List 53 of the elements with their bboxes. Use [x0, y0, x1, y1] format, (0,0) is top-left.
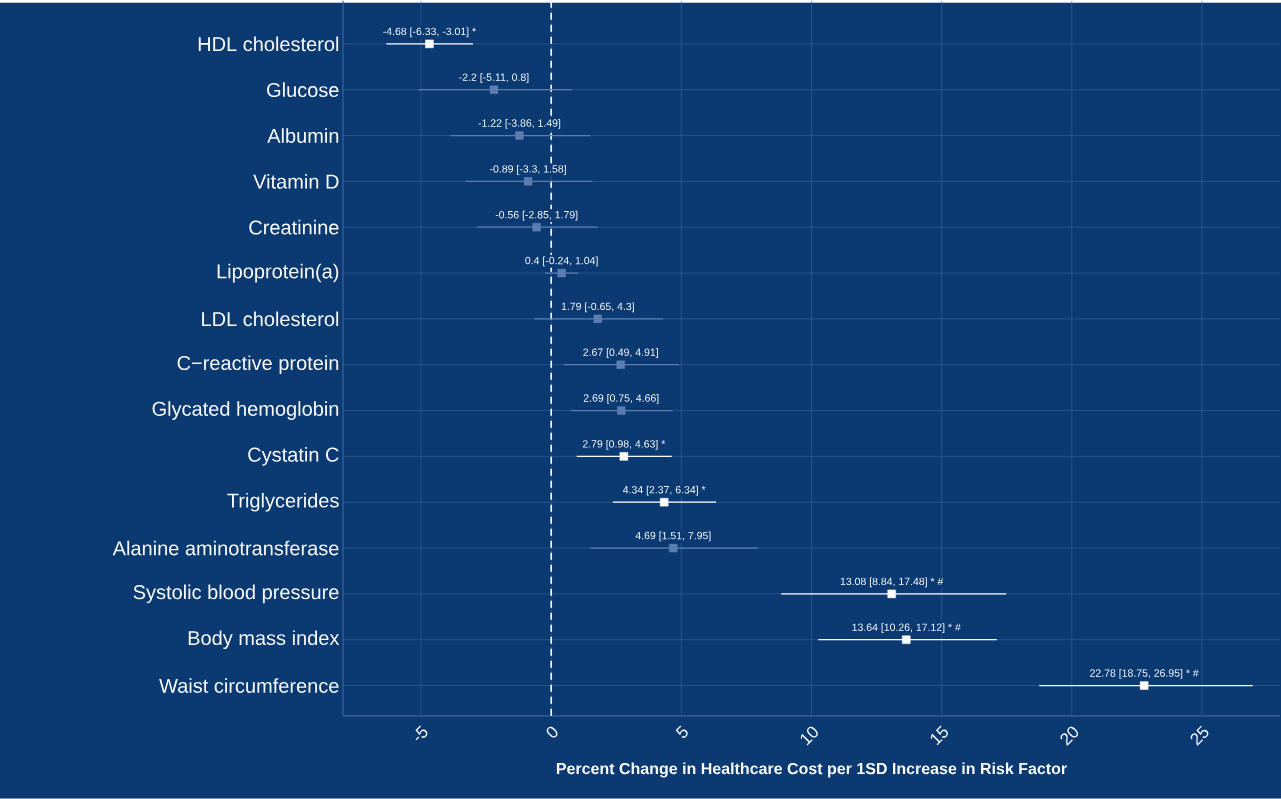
y-tick-label: Lipoprotein(a) [217, 263, 339, 283]
y-tick-label: Glucose [267, 82, 339, 98]
y-tick-label: Triglycerides [227, 492, 339, 512]
x-tick-label: 20 [1060, 726, 1079, 746]
data-label: 13.08 [8.84, 17.48] * # [840, 577, 944, 588]
y-tick-label: Alanine aminotransferase [112, 540, 339, 556]
data-label: -2.2 [-5.11, 0.8] [459, 73, 529, 84]
point [669, 543, 678, 553]
y-tick-label: Systolic blood pressure [133, 584, 339, 604]
point [523, 177, 533, 186]
data-label: 2.69 [0.75, 4.66] [583, 394, 659, 404]
x-tick-label: 5 [675, 725, 688, 738]
point [619, 452, 629, 461]
y-tick-label: HDL cholesterol [198, 36, 339, 52]
point [659, 498, 669, 507]
data-label: -0.56 [-2.85, 1.79] [495, 210, 578, 221]
data-label: 0.4 [-0.24, 1.04] [525, 256, 598, 267]
data-label: 13.64 [10.26, 17.12] * # [852, 623, 961, 634]
data-label: -4.68 [-6.33, -3.01] * [383, 27, 476, 38]
point [902, 635, 911, 645]
data-label: 4.34 [2.37, 6.34] * [622, 485, 706, 496]
y-tick-label: Body mass index [188, 630, 340, 650]
data-label: 1.79 [-0.65, 4.3] [561, 302, 634, 313]
x-tick-label: 10 [800, 726, 818, 746]
y-tick-label: Glycated hemoglobin [152, 401, 339, 420]
point [1139, 681, 1149, 690]
y-tick-label: C−reactive protein [177, 355, 339, 375]
data-label: 2.67 [0.49, 4.91] [583, 348, 658, 359]
x-tick-label: 0 [546, 726, 558, 738]
y-tick-label: LDL cholesterol [202, 311, 339, 327]
point [425, 39, 434, 49]
y-tick-label: Vitamin D [253, 174, 339, 189]
data-label: 4.69 [1.51, 7.95] [635, 531, 711, 542]
data-label: 22.78 [18.75, 26.95] * # [1090, 669, 1199, 679]
point [616, 360, 625, 370]
point [617, 406, 626, 415]
point [532, 223, 541, 232]
x-tick-label: -5 [415, 725, 428, 741]
point [557, 268, 566, 278]
y-tick-label: Creatinine [249, 219, 339, 235]
point [593, 314, 603, 324]
data-label: -0.89 [-3.3, 1.58] [490, 164, 566, 175]
x-tick-label: 25 [1190, 725, 1209, 746]
point [489, 85, 499, 95]
data-label: 2.79 [0.98, 4.63] * [582, 439, 666, 450]
y-tick-label: Albumin [267, 128, 339, 143]
point [515, 131, 524, 140]
y-tick-label: Waist circumference [159, 678, 339, 693]
x-axis-title: Percent Change in Healthcare Cost per 1SD Increase in Risk Factor [556, 762, 1067, 778]
y-tick-label: Cystatin C [248, 447, 339, 466]
data-label: -1.22 [-3.86, 1.49] [478, 119, 561, 129]
x-tick-label: 15 [930, 725, 948, 746]
point [887, 589, 896, 599]
